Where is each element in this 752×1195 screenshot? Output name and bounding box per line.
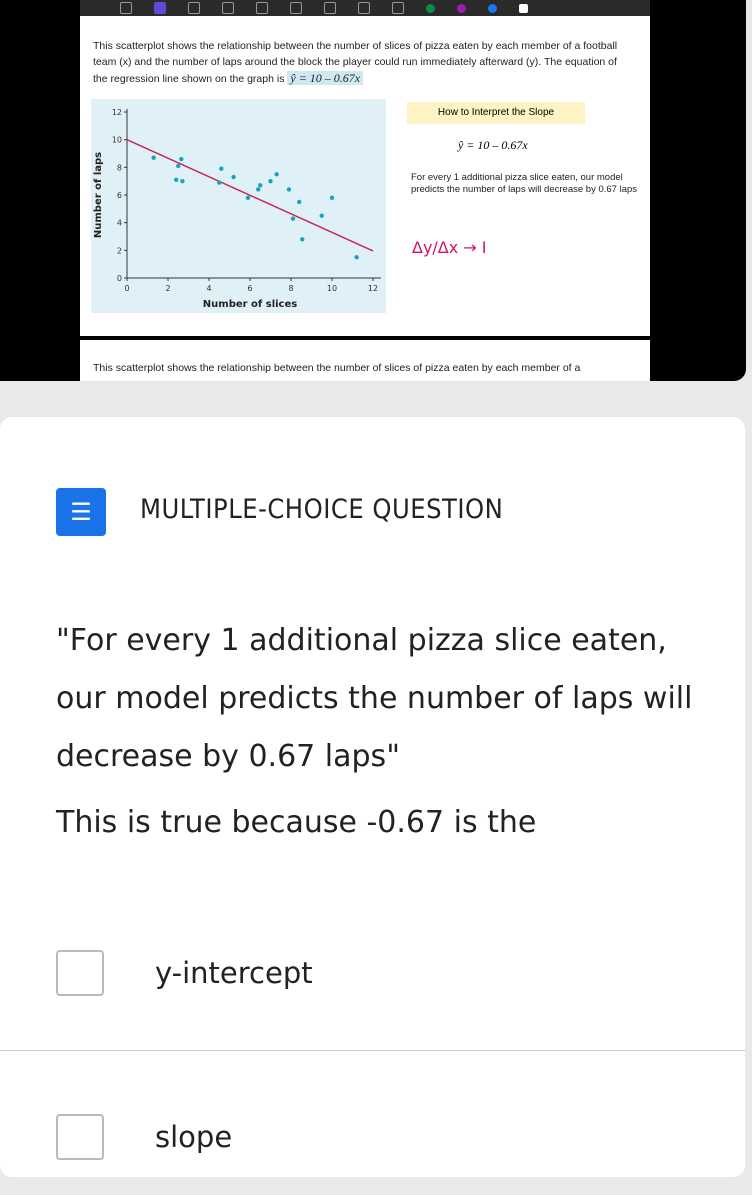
question-prompt: This is true because -0.67 is the bbox=[56, 805, 537, 840]
pen-icon[interactable] bbox=[154, 2, 166, 14]
data-point bbox=[290, 216, 296, 221]
camera-icon[interactable] bbox=[358, 2, 370, 14]
question-card bbox=[0, 417, 745, 1177]
divider bbox=[0, 1050, 745, 1051]
checklist-icon: ☰ bbox=[56, 488, 106, 536]
eraser-icon[interactable] bbox=[188, 2, 200, 14]
stroke-size-icon[interactable] bbox=[519, 3, 528, 13]
y-tick-label: 12 bbox=[112, 108, 122, 117]
data-point bbox=[268, 178, 273, 184]
lasso-icon[interactable] bbox=[256, 2, 268, 14]
x-tick-label: 6 bbox=[247, 284, 252, 293]
y-axis-label: Number of laps bbox=[93, 152, 104, 238]
annotation-toolbar bbox=[80, 0, 650, 16]
option-label: slope bbox=[155, 1120, 233, 1154]
data-point bbox=[300, 237, 305, 242]
data-point bbox=[274, 172, 279, 177]
slope-text: For every 1 additional pizza slice eaten… bbox=[411, 172, 638, 195]
data-point bbox=[219, 166, 224, 171]
data-point bbox=[231, 174, 236, 180]
intro-text: This scatterplot shows the relationship … bbox=[93, 40, 618, 85]
data-point bbox=[179, 156, 184, 162]
y-tick-label: 10 bbox=[112, 136, 122, 145]
x-tick-label: 0 bbox=[124, 284, 129, 293]
data-point bbox=[297, 199, 302, 205]
data-point bbox=[256, 187, 261, 192]
blue-color-icon[interactable] bbox=[488, 3, 497, 13]
data-point bbox=[180, 178, 185, 184]
data-point bbox=[174, 177, 179, 182]
handwritten-note: Δy/Δx → I bbox=[412, 238, 487, 257]
checkbox[interactable] bbox=[56, 1114, 104, 1160]
pencil-icon[interactable] bbox=[222, 2, 234, 14]
x-tick-label: 2 bbox=[165, 284, 170, 293]
checkbox[interactable] bbox=[56, 950, 104, 996]
slide-next: This scatterplot shows the relationship … bbox=[80, 340, 650, 381]
purple-color-icon[interactable] bbox=[457, 3, 466, 13]
image-icon[interactable] bbox=[324, 2, 336, 14]
data-point bbox=[354, 255, 359, 260]
question-text: "For every 1 additional pizza slice eate… bbox=[56, 623, 693, 774]
y-tick-label: 4 bbox=[117, 219, 122, 228]
slope-equation: ŷ = 10 – 0.67x bbox=[458, 138, 528, 152]
shape-icon[interactable] bbox=[290, 2, 302, 14]
data-point bbox=[151, 155, 156, 160]
regression-equation: ŷ = 10 – 0.67x bbox=[287, 71, 364, 85]
x-tick-label: 8 bbox=[288, 284, 293, 293]
y-tick-label: 2 bbox=[117, 246, 122, 255]
y-tick-label: 0 bbox=[117, 274, 122, 283]
text-icon[interactable] bbox=[392, 2, 404, 14]
scatterplot: 0 2 4 6 8 10 12 0 2 4 6 8 10 12 Number of slices Number… bbox=[91, 99, 386, 313]
data-point bbox=[245, 195, 251, 200]
intro-text-repeat: This scatterplot shows the relationship … bbox=[93, 362, 581, 374]
y-tick-label: 8 bbox=[117, 163, 122, 172]
screenshot-viewer: This scatterplot shows the relationship … bbox=[0, 0, 746, 381]
data-point bbox=[176, 163, 181, 169]
x-tick-label: 10 bbox=[327, 284, 337, 293]
data-point bbox=[258, 183, 263, 188]
slide: This scatterplot shows the relationship … bbox=[80, 16, 650, 336]
option-y-intercept[interactable]: y-intercept bbox=[0, 920, 745, 1030]
green-color-icon[interactable] bbox=[426, 3, 435, 13]
x-axis-label: Number of slices bbox=[203, 299, 297, 310]
y-tick-label: 6 bbox=[117, 191, 122, 200]
option-slope[interactable]: slope bbox=[0, 1085, 745, 1195]
data-point bbox=[217, 180, 222, 185]
question-type-label: MULTIPLE-CHOICE QUESTION bbox=[140, 494, 504, 525]
x-tick-label: 4 bbox=[206, 284, 211, 293]
page-icon[interactable] bbox=[120, 2, 132, 14]
option-label: y-intercept bbox=[155, 956, 313, 990]
data-point bbox=[286, 187, 292, 192]
data-point bbox=[329, 195, 335, 200]
slope-title: How to Interpret the Slope bbox=[407, 102, 585, 124]
x-tick-label: 12 bbox=[368, 284, 378, 293]
data-point bbox=[319, 213, 324, 218]
scatterplot-svg: 0 2 4 6 8 10 12 0 2 4 6 8 10 12 Number of slices Number… bbox=[93, 108, 381, 310]
regression-line bbox=[126, 138, 374, 252]
